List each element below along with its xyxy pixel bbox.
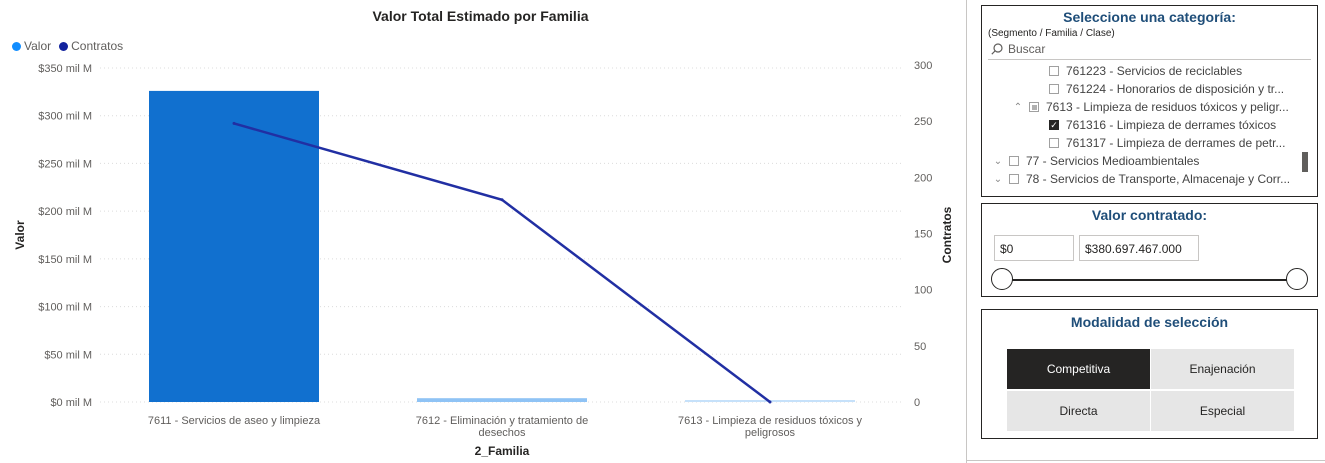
y-tick-label: $250 mil M [38,158,92,170]
checkbox[interactable]: ✓ [1049,120,1059,130]
checkbox[interactable] [1009,156,1019,166]
checkbox[interactable] [1049,84,1059,94]
y2-tick-label: 200 [914,172,932,184]
category-tree: 761223 - Servicios de reciclables 761224 … [982,62,1317,188]
tree-item-label: 77 - Servicios Medioambientales [1026,154,1200,168]
range-slider-max-handle[interactable] [1286,268,1308,290]
modality-slicer-title: Modalidad de selección [1070,314,1229,330]
y2-tick-label: 250 [914,116,932,128]
tree-item-label: 761316 - Limpieza de derrames tóxicos [1066,118,1277,132]
checkbox[interactable] [1009,174,1019,184]
y2-axis-title: Contratos [940,206,954,263]
option-competitiva[interactable]: Competitiva [1007,349,1150,389]
tree-item-label: 761317 - Limpieza de derrames de petr... [1066,136,1286,150]
option-especial[interactable]: Especial [1151,391,1294,431]
max-value-input[interactable]: $380.697.467.000 [1079,235,1199,261]
tree-item[interactable]: ⌄ 77 - Servicios Medioambientales [982,152,1317,170]
legend-item-contratos[interactable]: Contratos [59,39,123,53]
y-axis-title: Valor [13,220,27,250]
x-tick-label: 7613 - Limpieza de residuos tóxicos y [678,415,863,427]
y-tick-label: $0 mil M [50,397,92,409]
chevron-down-icon[interactable]: ⌄ [993,173,1003,185]
y2-tick-label: 0 [914,397,920,409]
x-axis-title: 2_Familia [475,444,530,458]
category-slicer-subtitle: (Segmento / Familia / Clase) [988,28,1115,39]
tree-item-label: 78 - Servicios de Transporte, Almacenaje… [1026,172,1291,186]
tree-item-label: 761224 - Honorarios de disposición y tr.… [1066,82,1285,96]
legend-label-valor: Valor [24,39,52,53]
chevron-down-icon[interactable]: ⌄ [993,155,1003,167]
x-tick-label: peligrosos [745,427,796,439]
tree-item[interactable]: 761317 - Limpieza de derrames de petr... [982,134,1317,152]
tree-item-label: 761223 - Servicios de reciclables [1066,64,1243,78]
x-tick-label: 7612 - Eliminación y tratamiento de [416,415,588,427]
panel-bottom-border [966,460,1325,461]
y-tick-label: $50 mil M [44,349,92,361]
bar-valor [417,398,587,402]
option-directa[interactable]: Directa [1007,391,1150,431]
chevron-up-icon[interactable]: ⌃ [1013,101,1023,113]
search-underline [988,59,1311,60]
search-placeholder: Buscar [1008,42,1046,56]
min-value-input[interactable]: $0 [994,235,1074,261]
option-enajenacion[interactable]: Enajenación [1151,349,1294,389]
point-contratos [232,121,236,125]
y-tick-label: $200 mil M [38,206,92,218]
modality-slicer: Modalidad de selección Competitiva Enaje… [981,309,1318,439]
category-search[interactable]: Buscar [991,42,1311,56]
legend-dot-valor [12,41,21,51]
chart-title: Valor Total Estimado por Familia [372,8,589,24]
tree-item-label: 7613 - Limpieza de residuos tóxicos y pe… [1046,100,1289,114]
panel-divider [966,0,967,463]
x-tick-label: 7611 - Servicios de aseo y limpieza [148,415,321,427]
point-contratos [500,198,504,202]
chart-panel: $0 mil M $50 mil M $100 mil M $150 mil M $20… [12,8,954,458]
tree-item[interactable]: ⌃ 7613 - Limpieza de residuos tóxicos y p… [982,98,1317,116]
checkbox[interactable] [1029,102,1039,112]
range-slider-track[interactable] [1002,279,1297,281]
checkbox[interactable] [1049,66,1059,76]
category-slicer-title: Seleccione una categoría: [1063,9,1236,25]
checkbox[interactable] [1049,138,1059,148]
tree-item[interactable]: 761223 - Servicios de reciclables [982,62,1317,80]
y-tick-label: $150 mil M [38,254,92,266]
search-icon [991,43,1003,55]
y-tick-label: $300 mil M [38,111,92,123]
y2-tick-label: 300 [914,60,932,72]
tree-item[interactable]: ✓ 761316 - Limpieza de derrames tóxicos [982,116,1317,134]
x-tick-label: desechos [478,427,526,439]
category-slicer: Seleccione una categoría: (Segmento / Fa… [981,5,1318,197]
legend-dot-contratos [59,41,69,51]
y2-tick-label: 50 [914,341,926,353]
bar-valor [149,90,319,402]
legend-item-valor[interactable]: Valor [12,39,51,53]
y2-tick-label: 100 [914,285,932,297]
point-contratos [768,400,772,404]
chart-legend: Valor Contratos [12,39,127,53]
tree-scrollbar[interactable] [1302,152,1308,172]
value-slicer-title: Valor contratado: [1091,207,1208,223]
y-tick-label: $350 mil M [38,63,92,75]
y-tick-label: $100 mil M [38,302,92,314]
tree-item[interactable]: ⌄ 78 - Servicios de Transporte, Almacenaj… [982,170,1317,188]
legend-label-contratos: Contratos [71,39,124,53]
combo-chart: $0 mil M $50 mil M $100 mil M $150 mil M $20… [13,60,954,458]
value-slicer: Valor contratado: $0 $380.697.467.000 [981,203,1318,297]
y2-tick-label: 150 [914,229,932,241]
range-slider-min-handle[interactable] [991,268,1013,290]
tree-item[interactable]: 761224 - Honorarios de disposición y tr.… [982,80,1317,98]
